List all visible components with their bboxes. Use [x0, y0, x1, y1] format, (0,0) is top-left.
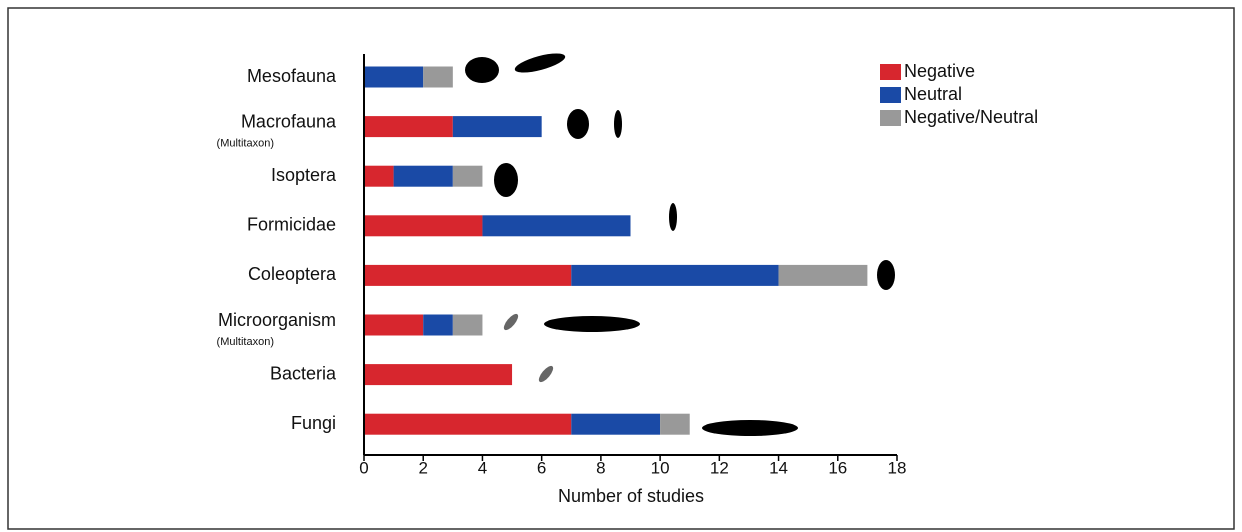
- x-tick-label: 4: [478, 458, 487, 477]
- category-sublabel: (Multitaxon): [217, 138, 274, 150]
- x-tick-label: 8: [596, 458, 605, 477]
- bar-segment: [453, 315, 483, 336]
- bar-segment: [423, 67, 453, 88]
- bar-segment: [571, 265, 778, 286]
- bar-segment: [660, 414, 690, 435]
- bar-segment: [453, 166, 483, 187]
- silhouettes: [465, 50, 895, 436]
- legend-label: Negative/Neutral: [904, 107, 1038, 127]
- x-tick-label: 2: [418, 458, 427, 477]
- bar-segment: [779, 265, 868, 286]
- category-label: Bacteria: [270, 363, 337, 383]
- bar-segment: [364, 215, 482, 236]
- x-tick-label: 18: [888, 458, 907, 477]
- chart: Number of studies Mesofauna Macrofauna (Mu…: [0, 0, 1242, 532]
- bar-segment: [364, 315, 423, 336]
- category-label: Fungi: [291, 413, 336, 433]
- x-tick-label: 14: [769, 458, 788, 477]
- category-label: Mesofauna: [247, 66, 337, 86]
- legend-label: Negative: [904, 61, 975, 81]
- category-label: Microorganism: [218, 310, 336, 330]
- category-label: Coleoptera: [248, 264, 337, 284]
- bar-segment: [364, 116, 453, 137]
- bar-segment: [364, 414, 571, 435]
- legend-swatch: [880, 64, 901, 80]
- legend-swatch: [880, 87, 901, 103]
- bar-segment: [394, 166, 453, 187]
- bar-segment: [453, 116, 542, 137]
- legend-swatch: [880, 110, 901, 126]
- bar-segment: [364, 364, 512, 385]
- bar-segment: [364, 166, 394, 187]
- bar-segment: [364, 265, 571, 286]
- category-label: Formicidae: [247, 215, 336, 235]
- x-tick-label: 10: [651, 458, 670, 477]
- legend-label: Neutral: [904, 84, 962, 104]
- x-axis-label: Number of studies: [558, 486, 704, 506]
- bar-segment: [364, 67, 423, 88]
- x-tick-label: 12: [710, 458, 729, 477]
- x-tick-label: 16: [828, 458, 847, 477]
- category-label: Macrofauna: [241, 111, 337, 131]
- category-label: Isoptera: [271, 165, 337, 185]
- bar-segment: [571, 414, 660, 435]
- x-tick-label: 6: [537, 458, 546, 477]
- x-tick-label: 0: [359, 458, 368, 477]
- bar-segment: [423, 315, 453, 336]
- category-sublabel: (Multitaxon): [217, 336, 274, 348]
- bar-segment: [482, 215, 630, 236]
